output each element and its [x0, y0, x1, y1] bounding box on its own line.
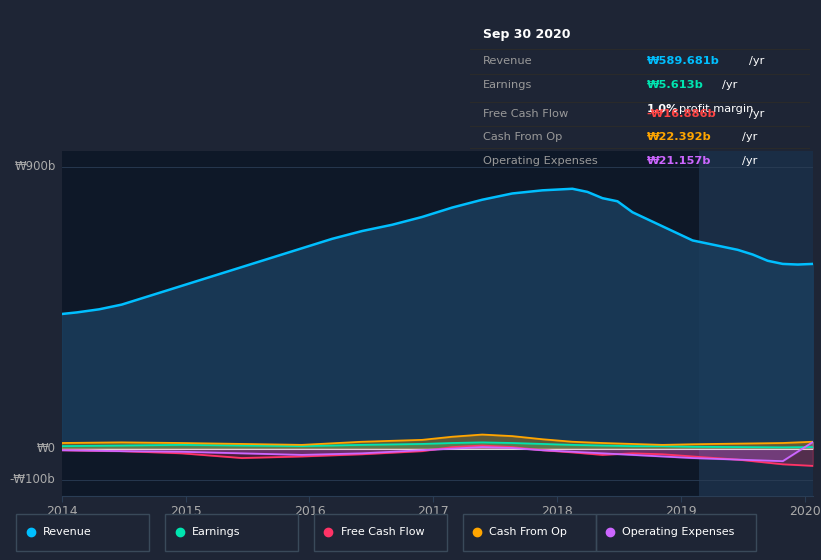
- Text: Revenue: Revenue: [484, 56, 533, 66]
- Text: Operating Expenses: Operating Expenses: [622, 527, 735, 537]
- Text: Earnings: Earnings: [191, 527, 241, 537]
- Text: Cash From Op: Cash From Op: [484, 133, 562, 142]
- Text: Free Cash Flow: Free Cash Flow: [484, 109, 568, 119]
- Text: /yr: /yr: [742, 133, 758, 142]
- Text: /yr: /yr: [722, 80, 737, 90]
- Text: ₩5.613b: ₩5.613b: [647, 80, 704, 90]
- Bar: [699, 151, 813, 496]
- Text: -₩16.886b: -₩16.886b: [647, 109, 717, 119]
- Text: Free Cash Flow: Free Cash Flow: [341, 527, 424, 537]
- Text: /yr: /yr: [749, 56, 764, 66]
- Text: /yr: /yr: [749, 109, 764, 119]
- Text: Operating Expenses: Operating Expenses: [484, 156, 598, 166]
- Text: Sep 30 2020: Sep 30 2020: [484, 27, 571, 41]
- Text: ₩900b: ₩900b: [14, 160, 56, 174]
- Text: profit margin: profit margin: [679, 104, 754, 114]
- Text: /yr: /yr: [742, 156, 758, 166]
- Text: Cash From Op: Cash From Op: [489, 527, 567, 537]
- Text: ₩0: ₩0: [37, 442, 56, 455]
- Text: Revenue: Revenue: [43, 527, 92, 537]
- Text: Earnings: Earnings: [484, 80, 533, 90]
- Text: ₩22.392b: ₩22.392b: [647, 133, 712, 142]
- Text: ₩21.157b: ₩21.157b: [647, 156, 711, 166]
- Text: ₩589.681b: ₩589.681b: [647, 56, 720, 66]
- Text: -₩100b: -₩100b: [10, 473, 56, 487]
- Text: 1.0%: 1.0%: [647, 104, 678, 114]
